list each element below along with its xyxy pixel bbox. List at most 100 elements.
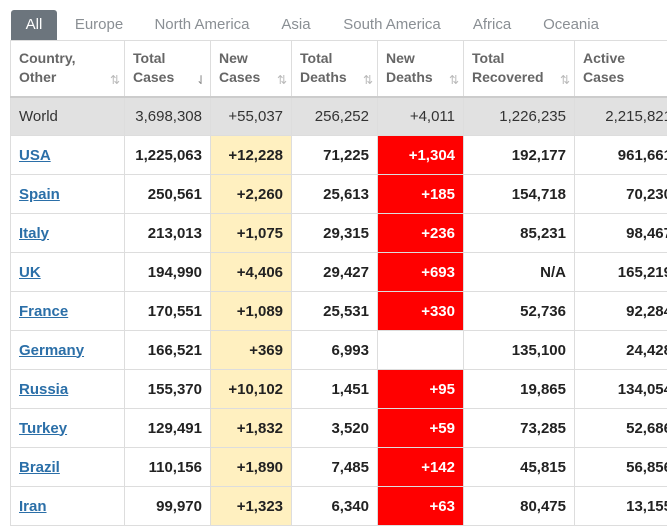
table-row: Turkey 129,491 +1,832 3,520 +59 73,285 5…	[10, 408, 667, 448]
country-cell: France	[10, 291, 125, 331]
new-deaths-cell: +4,011	[377, 96, 464, 136]
region-tabs: All Europe North America Asia South Amer…	[0, 0, 667, 40]
sort-icon[interactable]: ⇅	[276, 73, 287, 87]
total-recovered-cell: 73,285	[463, 408, 575, 448]
header-line: Total	[133, 50, 166, 67]
active-cases-cell: 70,230	[574, 174, 667, 214]
column-header-new-deaths[interactable]: New Deaths ⇅	[377, 40, 464, 98]
new-cases-cell: +12,228	[210, 135, 292, 175]
country-link[interactable]: Germany	[19, 341, 85, 359]
country-cell: Brazil	[10, 447, 125, 487]
total-recovered-cell: 52,736	[463, 291, 575, 331]
total-deaths-cell: 256,252	[291, 96, 378, 136]
tab-south-america[interactable]: South America	[343, 16, 441, 33]
country-cell: Spain	[10, 174, 125, 214]
active-cases-cell: 56,856	[574, 447, 667, 487]
column-header-total-recovered[interactable]: Total Recovered ⇅	[463, 40, 575, 98]
total-cases-cell: 166,521	[124, 330, 211, 370]
tab-asia[interactable]: Asia	[281, 16, 311, 33]
header-line: Country,	[19, 50, 76, 67]
table-row-world: World 3,698,308 +55,037 256,252 +4,011 1…	[10, 96, 667, 136]
tab-all[interactable]: All	[11, 10, 57, 40]
total-recovered-cell: 85,231	[463, 213, 575, 253]
new-deaths-cell: +142	[377, 447, 464, 487]
column-header-total-deaths[interactable]: Total Deaths ⇅	[291, 40, 378, 98]
total-deaths-cell: 1,451	[291, 369, 378, 409]
country-link[interactable]: Brazil	[19, 458, 60, 476]
total-recovered-cell: 192,177	[463, 135, 575, 175]
new-cases-cell: +1,323	[210, 486, 292, 526]
total-cases-cell: 250,561	[124, 174, 211, 214]
header-line: Cases	[133, 69, 175, 86]
table-row: Iran 99,970 +1,323 6,340 +63 80,475 13,1…	[10, 486, 667, 526]
sort-icon[interactable]: ⇅	[559, 73, 570, 87]
active-cases-cell: 92,284	[574, 291, 667, 331]
country-cell: UK	[10, 252, 125, 292]
sort-icon[interactable]: ⇅	[109, 73, 120, 87]
header-line: Deaths	[386, 69, 433, 86]
active-cases-cell: 24,428	[574, 330, 667, 370]
sort-icon[interactable]: ⇅	[448, 73, 459, 87]
tab-oceania[interactable]: Oceania	[543, 16, 599, 33]
total-deaths-cell: 29,315	[291, 213, 378, 253]
total-cases-cell: 194,990	[124, 252, 211, 292]
header-line: Recovered	[472, 69, 544, 86]
sort-icon[interactable]: ⇅	[362, 73, 373, 87]
country-link[interactable]: France	[19, 302, 69, 320]
new-deaths-cell: +1,304	[377, 135, 464, 175]
table-row: USA 1,225,063 +12,228 71,225 +1,304 192,…	[10, 135, 667, 175]
total-deaths-cell: 25,531	[291, 291, 378, 331]
total-recovered-cell: N/A	[463, 252, 575, 292]
active-cases-cell: 134,054	[574, 369, 667, 409]
new-deaths-cell: +59	[377, 408, 464, 448]
sort-desc-icon[interactable]: ⇃	[195, 73, 206, 87]
new-cases-cell: +369	[210, 330, 292, 370]
total-recovered-cell: 135,100	[463, 330, 575, 370]
tab-north-america[interactable]: North America	[154, 16, 250, 33]
country-link[interactable]: UK	[19, 263, 41, 281]
country-link[interactable]: Italy	[19, 224, 50, 242]
new-deaths-cell: +236	[377, 213, 464, 253]
country-cell: USA	[10, 135, 125, 175]
tab-africa[interactable]: Africa	[472, 16, 512, 33]
new-cases-cell: +1,075	[210, 213, 292, 253]
new-deaths-cell	[377, 330, 464, 370]
total-deaths-cell: 6,993	[291, 330, 378, 370]
new-cases-cell: +55,037	[210, 96, 292, 136]
new-cases-cell: +4,406	[210, 252, 292, 292]
total-recovered-cell: 45,815	[463, 447, 575, 487]
tab-europe[interactable]: Europe	[74, 16, 124, 33]
total-deaths-cell: 25,613	[291, 174, 378, 214]
country-link[interactable]: Russia	[19, 380, 69, 398]
new-cases-cell: +1,089	[210, 291, 292, 331]
country-link[interactable]: Turkey	[19, 419, 68, 437]
table-row: UK 194,990 +4,406 29,427 +693 N/A 165,21…	[10, 252, 667, 292]
total-recovered-cell: 1,226,235	[463, 96, 575, 136]
total-cases-cell: 155,370	[124, 369, 211, 409]
total-cases-cell: 213,013	[124, 213, 211, 253]
header-line: Other	[19, 69, 57, 86]
column-header-new-cases[interactable]: New Cases ⇅	[210, 40, 292, 98]
header-line: Total	[472, 50, 505, 67]
new-cases-cell: +1,890	[210, 447, 292, 487]
table-row: Brazil 110,156 +1,890 7,485 +142 45,815 …	[10, 447, 667, 487]
total-deaths-cell: 29,427	[291, 252, 378, 292]
total-cases-cell: 1,225,063	[124, 135, 211, 175]
country-link[interactable]: Iran	[19, 497, 47, 515]
header-line: Deaths	[300, 69, 347, 86]
table-row: France 170,551 +1,089 25,531 +330 52,736…	[10, 291, 667, 331]
column-header-total-cases[interactable]: Total Cases ⇃	[124, 40, 211, 98]
country-link[interactable]: USA	[19, 146, 51, 164]
total-recovered-cell: 19,865	[463, 369, 575, 409]
total-cases-cell: 3,698,308	[124, 96, 211, 136]
active-cases-cell: 165,219	[574, 252, 667, 292]
column-header-country[interactable]: Country, Other ⇅	[10, 40, 125, 98]
total-cases-cell: 110,156	[124, 447, 211, 487]
country-cell: Iran	[10, 486, 125, 526]
new-deaths-cell: +95	[377, 369, 464, 409]
country-cell: Russia	[10, 369, 125, 409]
new-deaths-cell: +330	[377, 291, 464, 331]
country-link[interactable]: Spain	[19, 185, 60, 203]
country-cell: Turkey	[10, 408, 125, 448]
